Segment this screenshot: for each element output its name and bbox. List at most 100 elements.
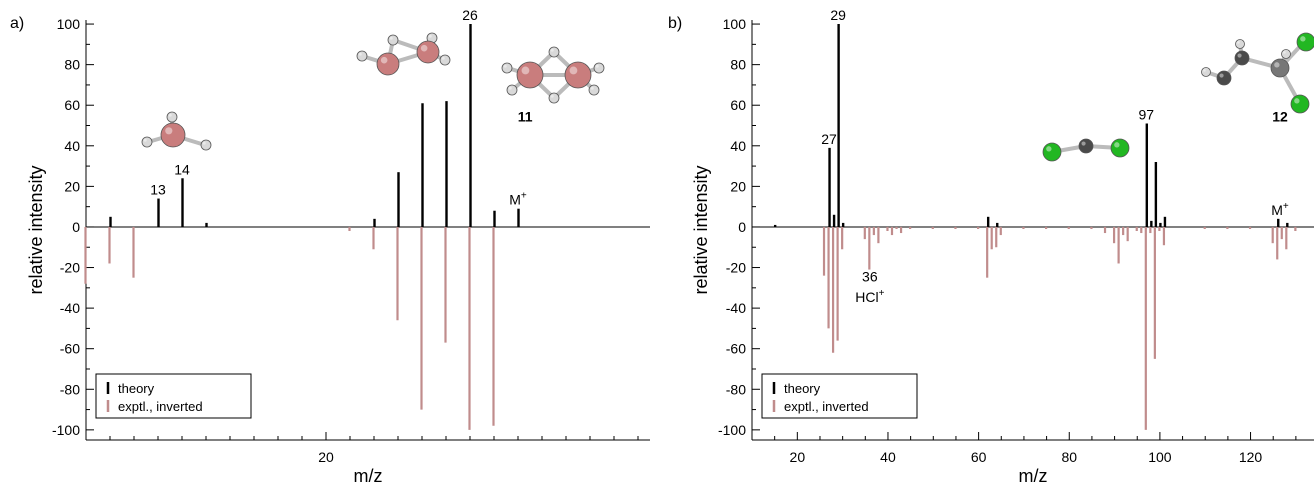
legend-box bbox=[95, 373, 252, 419]
atom-highlight bbox=[508, 86, 512, 90]
legend-entry: theory bbox=[784, 381, 821, 396]
atom bbox=[387, 34, 399, 46]
x-tick-label: 120 bbox=[1239, 449, 1263, 465]
peak-annotation: HCl+ bbox=[855, 288, 884, 305]
atom bbox=[1042, 142, 1062, 162]
x-tick-label: 40 bbox=[880, 449, 896, 465]
atom-highlight bbox=[380, 56, 388, 64]
peak-annotation: 36 bbox=[862, 269, 878, 285]
atom-highlight bbox=[595, 64, 599, 68]
atom-highlight bbox=[389, 36, 393, 40]
legend-entry: exptl., inverted bbox=[118, 399, 203, 414]
atom-highlight bbox=[1046, 146, 1052, 152]
x-tick-label: 80 bbox=[1061, 449, 1077, 465]
y-tick-label: -80 bbox=[60, 381, 80, 397]
x-axis-label: m/z bbox=[354, 466, 383, 486]
y-tick-label: -20 bbox=[726, 260, 746, 276]
peak-annotation: 97 bbox=[1139, 106, 1155, 122]
y-tick-label: 100 bbox=[57, 16, 81, 32]
atom bbox=[416, 40, 440, 64]
atom bbox=[1296, 32, 1314, 52]
atom bbox=[160, 122, 186, 148]
atom bbox=[593, 62, 605, 74]
atom bbox=[1234, 50, 1250, 66]
atom bbox=[506, 84, 518, 96]
x-tick-label: 20 bbox=[790, 449, 806, 465]
legend: theory exptl., inverted bbox=[761, 373, 918, 419]
x-tick-label: 20 bbox=[318, 449, 334, 465]
peak-annotation: 29 bbox=[830, 7, 846, 23]
y-tick-label: 80 bbox=[730, 57, 746, 73]
atom bbox=[1281, 49, 1291, 59]
y-axis-label: relative intensity bbox=[26, 165, 46, 294]
atom-highlight bbox=[1237, 53, 1242, 58]
panel-b: b) 100 80 60 40 20 0 -20 -40 -60 -80 -100 20 40 60 80 10… bbox=[668, 7, 1314, 486]
atom-highlight bbox=[1237, 41, 1240, 44]
peak-annotation: 13 bbox=[150, 182, 166, 198]
atom bbox=[1290, 94, 1310, 114]
y-tick-label: 20 bbox=[64, 178, 80, 194]
atom bbox=[166, 111, 178, 123]
atom bbox=[548, 92, 560, 104]
atom-highlight bbox=[503, 64, 507, 68]
x-tick-label: 100 bbox=[1148, 449, 1172, 465]
atom-highlight bbox=[590, 86, 594, 90]
atom bbox=[1078, 138, 1094, 154]
x-tick-label: 60 bbox=[971, 449, 987, 465]
atom-highlight bbox=[1294, 98, 1300, 104]
y-tick-label: 60 bbox=[64, 97, 80, 113]
atom-highlight bbox=[358, 52, 362, 56]
legend-entry: theory bbox=[118, 381, 155, 396]
atom bbox=[1270, 58, 1290, 78]
atom-highlight bbox=[420, 44, 428, 52]
y-tick-label: 0 bbox=[72, 219, 80, 235]
y-tick-label: -20 bbox=[60, 260, 80, 276]
legend-box bbox=[761, 373, 918, 419]
y-tick-label: -40 bbox=[60, 300, 80, 316]
atom-highlight bbox=[1219, 73, 1224, 78]
y-tick-label: 40 bbox=[64, 138, 80, 154]
y-tick-label: 100 bbox=[723, 16, 747, 32]
atom bbox=[501, 62, 513, 74]
y-tick-label: 80 bbox=[64, 57, 80, 73]
atom bbox=[1201, 67, 1211, 77]
atom bbox=[1235, 39, 1245, 49]
atom-highlight bbox=[202, 141, 206, 145]
atom-highlight bbox=[1283, 51, 1286, 54]
atom bbox=[141, 136, 153, 148]
molecule-bh3-icon bbox=[141, 111, 212, 151]
atom-highlight bbox=[441, 56, 445, 60]
peak-annotation: M+ bbox=[1271, 201, 1289, 218]
y-tick-label: -100 bbox=[718, 422, 746, 438]
atom-highlight bbox=[1274, 62, 1280, 68]
legend: theory exptl., inverted bbox=[95, 373, 252, 419]
y-tick-label: 0 bbox=[738, 219, 746, 235]
y-axis-label: relative intensity bbox=[691, 165, 711, 294]
atom bbox=[588, 84, 600, 96]
atom-highlight bbox=[143, 138, 147, 142]
peak-annotation: 11 bbox=[518, 108, 533, 124]
atom bbox=[1216, 70, 1232, 86]
panel-label: b) bbox=[668, 15, 682, 32]
atom-highlight bbox=[165, 127, 173, 135]
y-tick-label: -60 bbox=[726, 341, 746, 357]
atom bbox=[1110, 138, 1130, 158]
atom bbox=[356, 50, 368, 62]
panel-label: a) bbox=[10, 15, 24, 32]
peak-annotation: 27 bbox=[821, 131, 837, 147]
atom bbox=[200, 139, 212, 151]
atom-highlight bbox=[1081, 141, 1086, 146]
molecule-11-icon bbox=[501, 46, 605, 104]
atom-highlight bbox=[1114, 142, 1120, 148]
atom bbox=[548, 46, 560, 58]
atom bbox=[564, 61, 592, 89]
atom bbox=[376, 52, 400, 76]
atom-highlight bbox=[1203, 69, 1206, 72]
peak-annotation: 12 bbox=[1272, 108, 1288, 124]
molecule-ccl2-icon bbox=[1042, 138, 1130, 162]
atom-highlight bbox=[569, 66, 578, 75]
atom-highlight bbox=[521, 66, 530, 75]
atom-highlight bbox=[1300, 36, 1306, 42]
molecule-12-icon bbox=[1201, 32, 1314, 114]
